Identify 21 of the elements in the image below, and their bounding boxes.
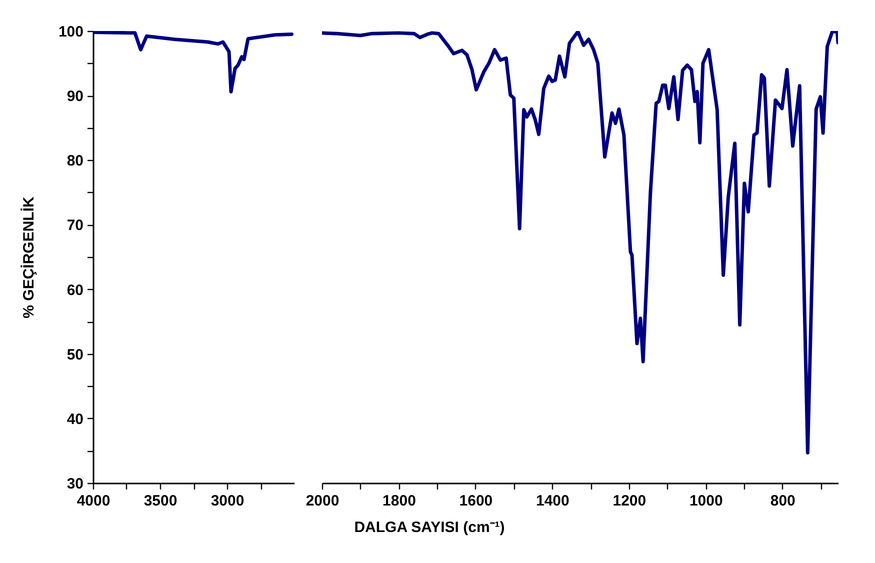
x-tick-label: 1000: [689, 492, 723, 510]
x-tick-label: 1800: [382, 492, 416, 510]
y-axis-title: % GEÇİRGENLİK: [20, 196, 38, 318]
x-tick-label: 4000: [76, 492, 110, 510]
y-tick-label: 100: [58, 24, 84, 40]
x-tick-label: 1400: [536, 492, 570, 510]
y-tick-label: 70: [66, 217, 84, 234]
x-tick-label: 1600: [459, 492, 493, 510]
y-tick-label: 40: [66, 410, 84, 428]
y-tick-label: 90: [66, 88, 84, 106]
x-tick-label: 1200: [612, 492, 646, 510]
x-tick-label: 3000: [210, 492, 244, 510]
x-axis-title: DALGA SAYISI (cm⁻¹): [354, 519, 505, 536]
x-tick-label: 2000: [306, 492, 340, 510]
y-tick-label: 80: [66, 152, 84, 170]
x-tick-label: 3500: [144, 492, 178, 510]
y-tick-label: 50: [66, 346, 84, 364]
line-series: [93, 31, 294, 94]
x-tick-label: 800: [770, 492, 796, 510]
y-tick-label: 60: [66, 282, 84, 299]
y-tick-label: 30: [66, 476, 84, 492]
